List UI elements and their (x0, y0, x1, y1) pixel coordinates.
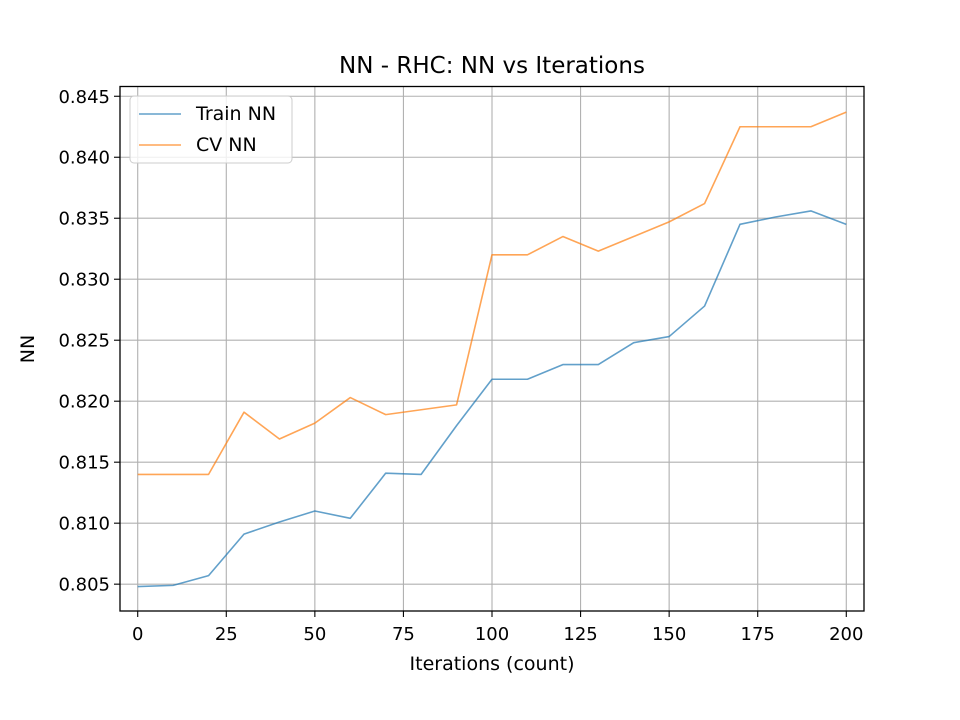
x-tick-label: 150 (652, 624, 686, 645)
legend-label-train-nn: Train NN (195, 103, 276, 125)
y-tick-label: 0.805 (58, 575, 110, 596)
legend-frame (129, 95, 293, 164)
y-tick-label: 0.825 (58, 331, 110, 352)
y-tick-label: 0.815 (58, 453, 110, 474)
chart-title: NN - RHC: NN vs Iterations (339, 53, 645, 79)
y-tick-label: 0.835 (58, 209, 110, 230)
series-lines (137, 111, 847, 588)
grid-lines (120, 86, 864, 611)
x-tick-label: 175 (741, 624, 775, 645)
y-tick-label: 0.845 (58, 87, 110, 108)
series-line-train-nn (137, 210, 847, 588)
x-axis-label: Iterations (count) (410, 653, 575, 675)
y-axis-label: NN (17, 335, 39, 363)
x-tick-label: 125 (563, 624, 597, 645)
x-tick-label: 25 (215, 624, 238, 645)
x-tick-label: 75 (392, 624, 415, 645)
y-tick-label: 0.840 (58, 148, 110, 169)
legend: Train NN CV NN (129, 95, 293, 164)
y-axis-ticks: 0.805 0.810 0.815 0.820 0.825 0.830 0.835 0.840… (58, 87, 120, 596)
series-line-cv-nn (137, 111, 847, 476)
y-tick-label: 0.830 (58, 270, 110, 291)
x-tick-label: 100 (475, 624, 509, 645)
legend-label-cv-nn: CV NN (196, 134, 257, 156)
x-tick-label: 200 (829, 624, 863, 645)
x-tick-label: 50 (303, 624, 326, 645)
x-axis-ticks: 0 25 50 75 100 125 150 175 200 (132, 611, 863, 645)
y-tick-label: 0.820 (58, 392, 110, 413)
x-tick-label: 0 (132, 624, 143, 645)
y-tick-label: 0.810 (58, 514, 110, 535)
